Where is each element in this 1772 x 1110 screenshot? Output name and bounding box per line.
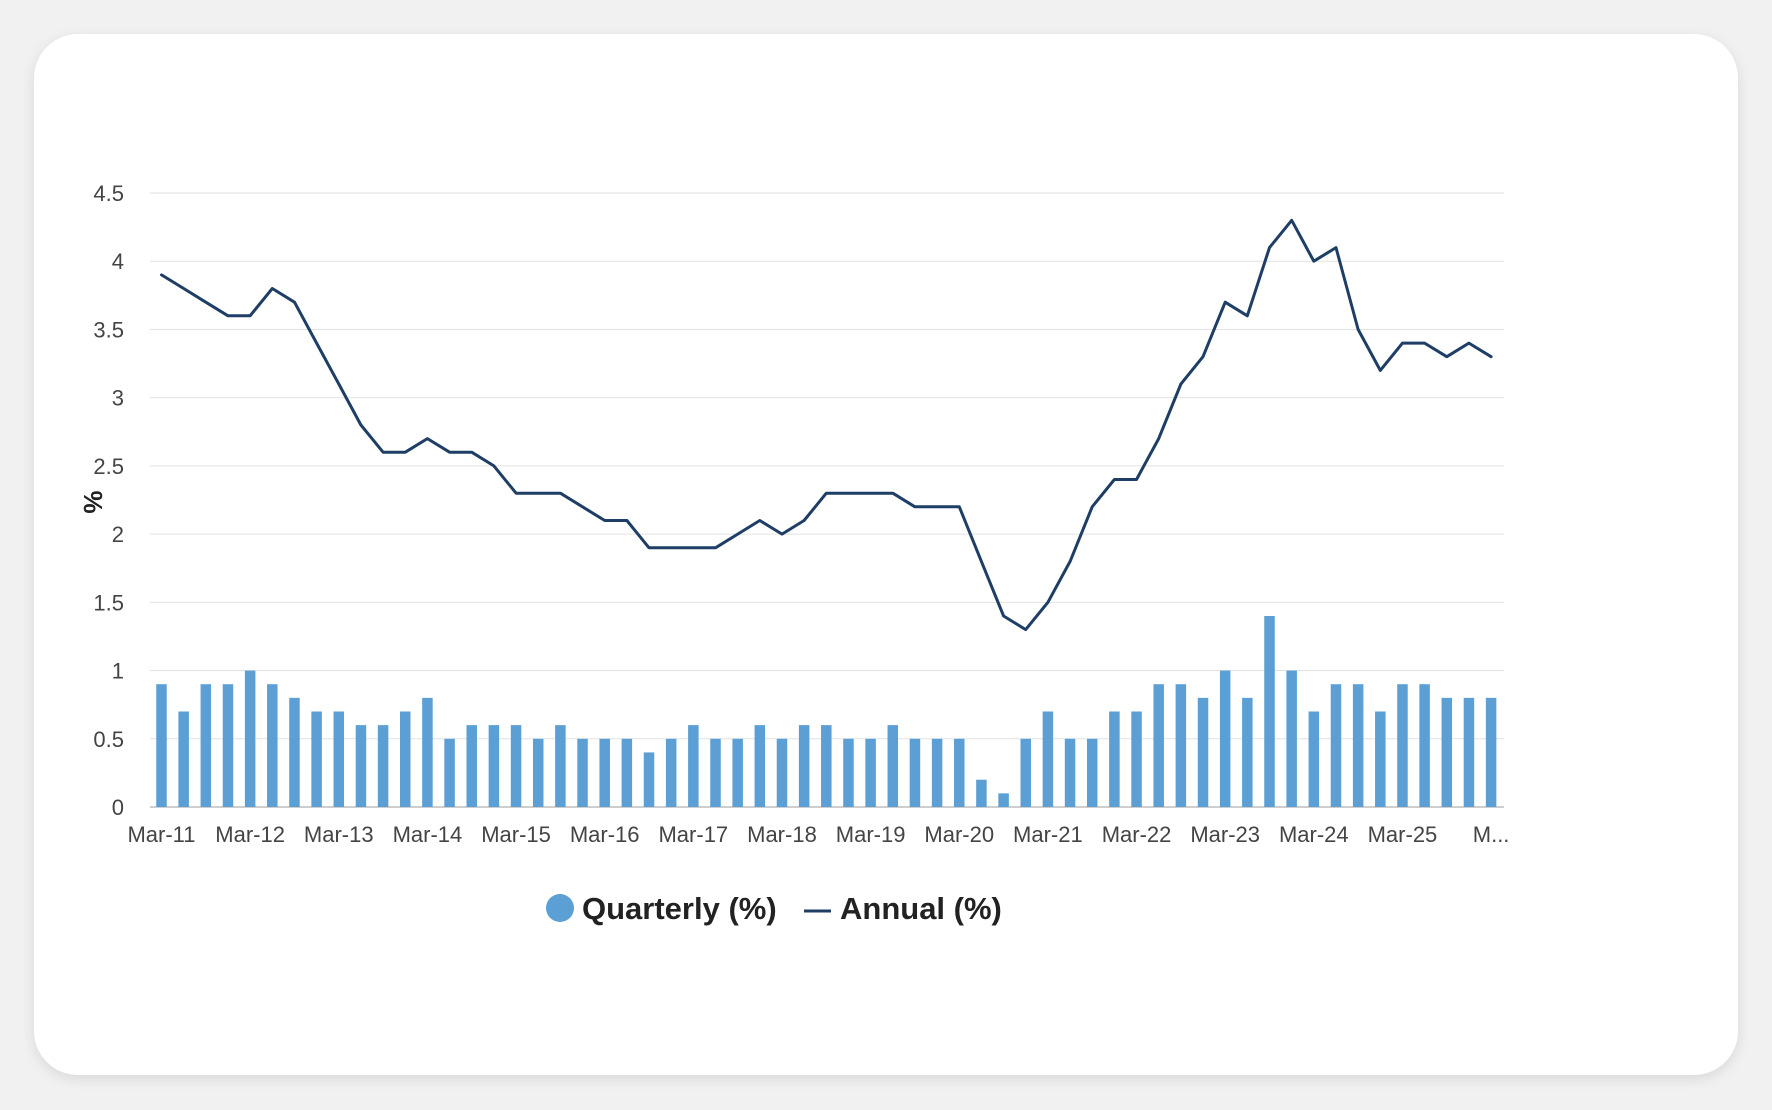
quarterly-bar bbox=[178, 711, 189, 807]
quarterly-bar bbox=[156, 684, 167, 807]
quarterly-bar bbox=[1286, 670, 1297, 807]
quarterly-bar bbox=[599, 738, 610, 807]
quarterly-bar bbox=[931, 738, 943, 807]
quarterly-bar bbox=[1175, 684, 1187, 807]
quarterly-bar bbox=[1197, 697, 1209, 807]
y-tick-label: 2 bbox=[112, 522, 124, 547]
quarterly-bar bbox=[577, 738, 588, 807]
legend: Quarterly (%) Annual (%) bbox=[546, 891, 1002, 926]
quarterly-bar bbox=[688, 725, 699, 807]
quarterly-bar bbox=[1352, 684, 1364, 807]
y-tick-label: 3.5 bbox=[93, 317, 124, 342]
quarterly-bar bbox=[555, 725, 566, 807]
quarterly-bar bbox=[1308, 711, 1320, 807]
quarterly-bar bbox=[1441, 697, 1453, 807]
x-tick-label: Mar-20 bbox=[924, 822, 994, 847]
quarterly-bar bbox=[1330, 684, 1342, 807]
quarterly-bar bbox=[732, 738, 743, 807]
quarterly-bar bbox=[865, 738, 876, 807]
quarterly-bar bbox=[776, 738, 788, 807]
y-tick-label: 2.5 bbox=[93, 454, 124, 479]
quarterly-bar bbox=[1375, 711, 1386, 807]
quarterly-bar bbox=[1397, 684, 1408, 807]
legend-quarterly-swatch bbox=[546, 894, 574, 922]
quarterly-bar bbox=[1020, 738, 1031, 807]
quarterly-bar bbox=[422, 697, 433, 807]
quarterly-bar bbox=[998, 793, 1009, 807]
quarterly-bar bbox=[532, 738, 544, 807]
quarterly-bar bbox=[798, 725, 810, 807]
annual-line bbox=[160, 218, 1493, 632]
quarterly-bar bbox=[222, 684, 234, 807]
quarterly-bar bbox=[1086, 738, 1098, 807]
quarterly-bar bbox=[444, 738, 455, 807]
quarterly-bar bbox=[1064, 738, 1076, 807]
legend-quarterly-label: Quarterly (%) bbox=[582, 891, 777, 926]
quarterly-bar bbox=[466, 725, 477, 807]
x-tick-label: Mar-13 bbox=[304, 822, 374, 847]
quarterly-bar bbox=[200, 684, 212, 807]
chart-card: 0 0.5 1 1.5 2 2.5 3 3.5 4 4.5 Mar-11 Mar-12 Mar-13 M… bbox=[34, 34, 1738, 1075]
quarterly-bar bbox=[1242, 697, 1253, 807]
chart: 0 0.5 1 1.5 2 2.5 3 3.5 4 4.5 Mar-11 Mar-12 Mar-13 M… bbox=[78, 181, 1510, 926]
quarterly-bar bbox=[267, 684, 278, 807]
quarterly-bar bbox=[621, 738, 633, 807]
x-tick-label: Mar-23 bbox=[1190, 822, 1260, 847]
quarterly-bar bbox=[333, 711, 345, 807]
quarterly-bar bbox=[976, 779, 987, 807]
quarterly-bar bbox=[710, 738, 721, 807]
quarterly-bar bbox=[821, 725, 832, 807]
quarterly-bar bbox=[1419, 684, 1430, 807]
quarterly-bar bbox=[1463, 697, 1475, 807]
quarterly-bar bbox=[665, 738, 677, 807]
x-tick-label: Mar-24 bbox=[1279, 822, 1349, 847]
y-tick-label: 1 bbox=[112, 659, 124, 684]
legend-annual-label: Annual (%) bbox=[840, 891, 1002, 926]
quarterly-bar bbox=[311, 711, 322, 807]
quarterly-bar bbox=[377, 725, 389, 807]
quarterly-bar bbox=[1153, 684, 1164, 807]
y-tick-label: 3 bbox=[112, 386, 124, 411]
x-tick-label: M... bbox=[1473, 822, 1510, 847]
quarterly-bar bbox=[909, 738, 921, 807]
quarterly-bar bbox=[843, 738, 854, 807]
quarterly-bar bbox=[1042, 711, 1054, 807]
quarterly-bar bbox=[1109, 711, 1120, 807]
quarterly-bar bbox=[1219, 670, 1231, 807]
x-tick-label: Mar-18 bbox=[747, 822, 817, 847]
quarterly-bar bbox=[1485, 697, 1497, 807]
quarterly-bar bbox=[488, 725, 500, 807]
y-tick-label: 4.5 bbox=[93, 181, 124, 206]
x-tick-label: Mar-22 bbox=[1102, 822, 1172, 847]
y-tick-label: 0.5 bbox=[93, 727, 124, 752]
quarterly-bar bbox=[1264, 615, 1275, 807]
x-tick-label: Mar-11 bbox=[127, 822, 195, 847]
y-axis-label: % bbox=[78, 490, 108, 513]
quarterly-bar bbox=[244, 670, 256, 807]
x-tick-label: Mar-25 bbox=[1368, 822, 1438, 847]
y-tick-label: 4 bbox=[112, 249, 124, 274]
y-tick-label: 0 bbox=[112, 795, 124, 820]
x-tick-label: Mar-16 bbox=[570, 822, 640, 847]
quarterly-bar bbox=[1131, 711, 1142, 807]
x-tick-label: Mar-17 bbox=[658, 822, 728, 847]
x-tick-label: Mar-21 bbox=[1013, 822, 1083, 847]
quarterly-bar bbox=[289, 697, 300, 807]
quarterly-bar bbox=[887, 725, 899, 807]
x-tick-label: Mar-14 bbox=[393, 822, 463, 847]
x-tick-label: Mar-19 bbox=[836, 822, 906, 847]
quarterly-bar bbox=[754, 725, 766, 807]
x-tick-label: Mar-15 bbox=[481, 822, 551, 847]
x-tick-label: Mar-12 bbox=[215, 822, 285, 847]
quarterly-bar bbox=[400, 711, 411, 807]
quarterly-bar bbox=[643, 752, 655, 807]
y-tick-label: 1.5 bbox=[93, 590, 124, 615]
quarterly-bar bbox=[510, 725, 522, 807]
quarterly-bar bbox=[355, 725, 367, 807]
quarterly-bar bbox=[954, 738, 965, 807]
